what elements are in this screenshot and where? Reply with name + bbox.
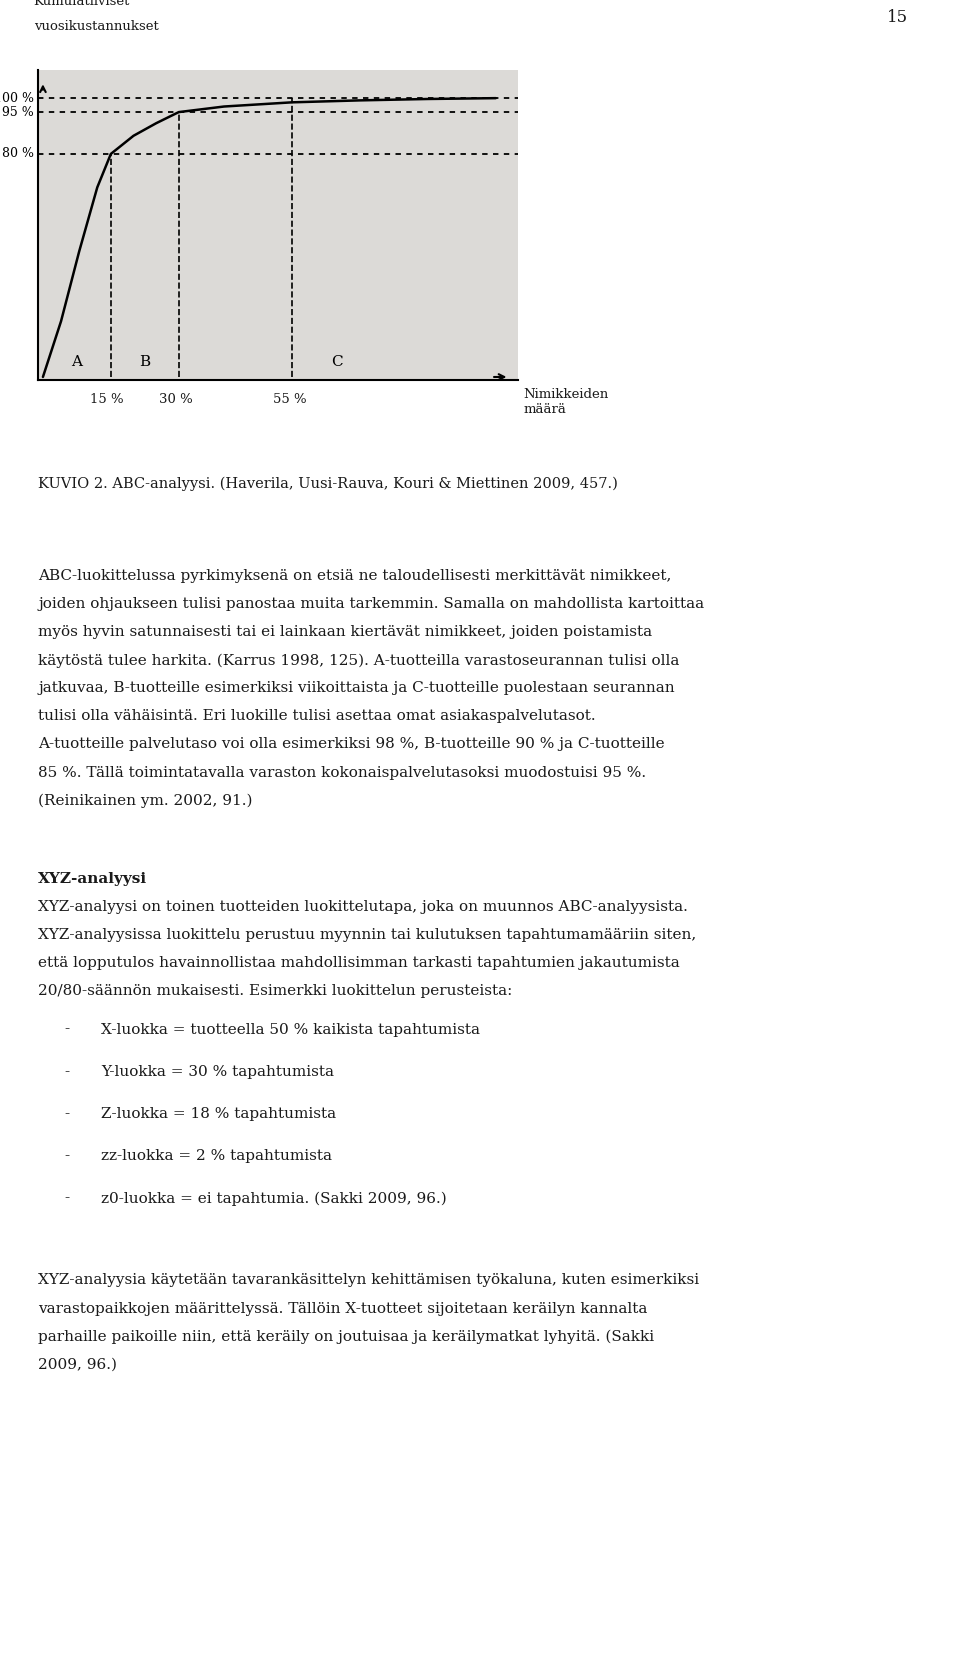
Text: -: - <box>64 1191 70 1205</box>
Text: Z-luokka = 18 % tapahtumista: Z-luokka = 18 % tapahtumista <box>101 1108 336 1121</box>
Text: XYZ-analyysia käytetään tavarankäsittelyn kehittämisen työkaluna, kuten esimerki: XYZ-analyysia käytetään tavarankäsittely… <box>38 1273 700 1288</box>
Text: Y-luokka = 30 % tapahtumista: Y-luokka = 30 % tapahtumista <box>101 1064 334 1079</box>
Text: zz-luokka = 2 % tapahtumista: zz-luokka = 2 % tapahtumista <box>101 1149 332 1163</box>
Text: että lopputulos havainnollistaa mahdollisimman tarkasti tapahtumien jakautumista: että lopputulos havainnollistaa mahdolli… <box>38 957 680 970</box>
Text: -: - <box>64 1022 70 1037</box>
Text: ABC-luokittelussa pyrkimyksenä on etsiä ne taloudellisesti merkittävät nimikkeet: ABC-luokittelussa pyrkimyksenä on etsiä … <box>38 569 672 582</box>
Text: -: - <box>64 1064 70 1079</box>
Text: myös hyvin satunnaisesti tai ei lainkaan kiertävät nimikkeet, joiden poistamista: myös hyvin satunnaisesti tai ei lainkaan… <box>38 626 653 639</box>
Text: 30 %: 30 % <box>158 393 192 407</box>
Text: 85 %. Tällä toimintatavalla varaston kokonaispalvelutasoksi muodostuisi 95 %.: 85 %. Tällä toimintatavalla varaston kok… <box>38 766 646 780</box>
Text: jatkuvaa, B-tuotteille esimerkiksi viikoittaista ja C-tuotteille puolestaan seur: jatkuvaa, B-tuotteille esimerkiksi viiko… <box>38 681 675 696</box>
Text: 2009, 96.): 2009, 96.) <box>38 1358 117 1372</box>
Text: z0-luokka = ei tapahtumia. (Sakki 2009, 96.): z0-luokka = ei tapahtumia. (Sakki 2009, … <box>101 1191 446 1206</box>
Text: vuosikustannukset: vuosikustannukset <box>34 20 158 33</box>
Text: XYZ-analyysi: XYZ-analyysi <box>38 872 148 887</box>
Text: -: - <box>64 1149 70 1163</box>
Text: tulisi olla vähäisintä. Eri luokille tulisi asettaa omat asiakaspalvelutasot.: tulisi olla vähäisintä. Eri luokille tul… <box>38 709 596 723</box>
Text: (Reinikainen ym. 2002, 91.): (Reinikainen ym. 2002, 91.) <box>38 793 252 808</box>
Text: 15: 15 <box>887 10 908 27</box>
Text: varastopaikkojen määrittelyssä. Tällöin X-tuotteet sijoitetaan keräilyn kannalta: varastopaikkojen määrittelyssä. Tällöin … <box>38 1302 648 1315</box>
Text: käytöstä tulee harkita. (Karrus 1998, 125). A-tuotteilla varastoseurannan tulisi: käytöstä tulee harkita. (Karrus 1998, 12… <box>38 652 680 668</box>
Text: 20/80-säännön mukaisesti. Esimerkki luokittelun perusteista:: 20/80-säännön mukaisesti. Esimerkki luok… <box>38 984 513 999</box>
Text: parhaille paikoille niin, että keräily on joutuisaa ja keräilymatkat lyhyitä. (S: parhaille paikoille niin, että keräily o… <box>38 1330 655 1343</box>
Text: 95 %: 95 % <box>2 105 34 119</box>
Text: B: B <box>139 355 151 368</box>
Text: KUVIO 2. ABC-analyysi. (Haverila, Uusi-Rauva, Kouri & Miettinen 2009, 457.): KUVIO 2. ABC-analyysi. (Haverila, Uusi-R… <box>38 477 618 492</box>
Text: XYZ-analyysi on toinen tuotteiden luokittelutapa, joka on muunnos ABC-analyysist: XYZ-analyysi on toinen tuotteiden luokit… <box>38 900 688 913</box>
Text: 100 %: 100 % <box>0 92 34 105</box>
Text: Nimikkeiden
määrä: Nimikkeiden määrä <box>523 388 609 417</box>
Text: X-luokka = tuotteella 50 % kaikista tapahtumista: X-luokka = tuotteella 50 % kaikista tapa… <box>101 1022 480 1037</box>
Text: -: - <box>64 1108 70 1121</box>
Text: 55 %: 55 % <box>273 393 306 407</box>
Text: 80 %: 80 % <box>2 147 34 161</box>
Text: C: C <box>331 355 343 368</box>
Text: 15 %: 15 % <box>90 393 124 407</box>
Text: A-tuotteille palvelutaso voi olla esimerkiksi 98 %, B-tuotteille 90 % ja C-tuott: A-tuotteille palvelutaso voi olla esimer… <box>38 738 665 751</box>
Text: XYZ-analyysissa luokittelu perustuu myynnin tai kulutuksen tapahtumamääriin site: XYZ-analyysissa luokittelu perustuu myyn… <box>38 929 697 942</box>
Text: Kumulatiiviset: Kumulatiiviset <box>34 0 130 8</box>
Text: joiden ohjaukseen tulisi panostaa muita tarkemmin. Samalla on mahdollista kartoi: joiden ohjaukseen tulisi panostaa muita … <box>38 597 705 611</box>
Text: A: A <box>71 355 83 368</box>
